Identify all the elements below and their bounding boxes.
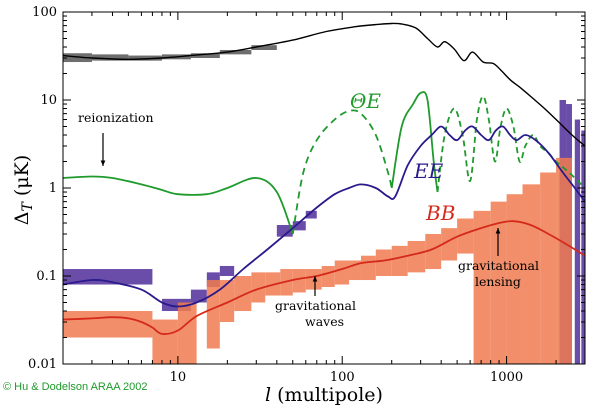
x-axis-label-variable: l [265,384,271,406]
error-box-bb [321,265,335,287]
error-box-bb [490,201,507,364]
gravitational-waves-label: waves [305,314,344,329]
reionization-arrow-head [100,160,106,166]
x-tick-label: 1000 [490,370,523,385]
error-box-bb [441,228,458,261]
error-box-bb [407,240,426,273]
error-box-ee [292,221,306,231]
error-box-bb [540,172,557,364]
te-label: ΘE [350,89,381,113]
series-line-bb [63,220,585,335]
error-box-ee [581,130,585,364]
gravitational-waves-label: gravitational [275,298,356,313]
error-box-tt [63,53,92,63]
y-tick-label: 1 [49,181,57,196]
axis-ticks: 10 100 1000 0.01 0.1 1 10 100 [28,5,586,385]
x-tick-label: 100 [330,370,355,385]
series-line-te [390,91,439,193]
gravitational-lensing-label: gravitational [458,258,539,273]
error-box-bb [334,260,350,285]
error-box-bb [375,249,392,276]
gravitational-waves-arrow-head [312,276,318,282]
annotations: ΘEEEBBreionizationgravitationalwavesgrav… [78,89,539,329]
error-box-bb [177,302,197,364]
error-box-tt [251,45,277,50]
error-box-bb [391,245,408,276]
error-box-bb [251,272,266,303]
y-tick-label: 100 [32,5,57,20]
error-box-ee [219,265,235,276]
x-axis-label-text: (multipole) [271,384,383,406]
error-box-bb [219,280,235,323]
error-box-bb [506,194,523,364]
bb-label: BB [425,201,455,225]
error-box-bb [360,255,376,281]
x-tick-label: 10 [170,370,187,385]
error-box-bb [152,319,178,364]
copyright-text: © Hu & Dodelson ARAA 2002 [3,381,147,393]
error-box-bb [63,311,153,338]
series-line-te-dashed [291,109,393,235]
error-box-tt [190,53,220,59]
error-box-bb [457,218,474,254]
error-box-bb [556,157,572,364]
gravitational-lensing-arrow-head [495,228,501,234]
error-box-ee [190,289,207,303]
series-line-tt [63,22,585,147]
error-box-bb [522,184,541,364]
y-tick-label: 10 [40,93,57,108]
error-box-ee [276,224,293,237]
x-axis-label: l (multipole) [265,384,383,406]
y-tick-label: 0.01 [28,357,57,372]
ee-label: EE [413,159,444,183]
error-boxes [63,45,585,364]
error-box-bb [425,234,442,270]
y-axis-label-unit: (μK) [11,155,33,202]
reionization-label: reionization [78,110,154,125]
error-box-tt [91,54,129,61]
error-box-bb [206,280,220,349]
y-axis-label: ΔT (μK) [11,155,36,226]
error-box-bb [292,269,306,293]
error-box-bb [234,276,252,312]
y-axis-label-variable: T [20,201,36,212]
error-box-bb [349,260,361,281]
error-box-tt [219,49,252,55]
y-axis-label-delta: Δ [11,212,33,226]
series-line-ee [63,125,585,308]
series-line-te [63,175,294,235]
error-box-ee [574,119,581,364]
gravitational-lensing-label: lensing [475,274,521,289]
power-spectrum-curves [63,22,585,335]
y-tick-label: 0.1 [36,269,57,284]
series-line-te-dashed [436,95,585,193]
error-box-ee [305,210,317,219]
error-box-bb [473,210,491,364]
error-box-tt [128,55,162,61]
